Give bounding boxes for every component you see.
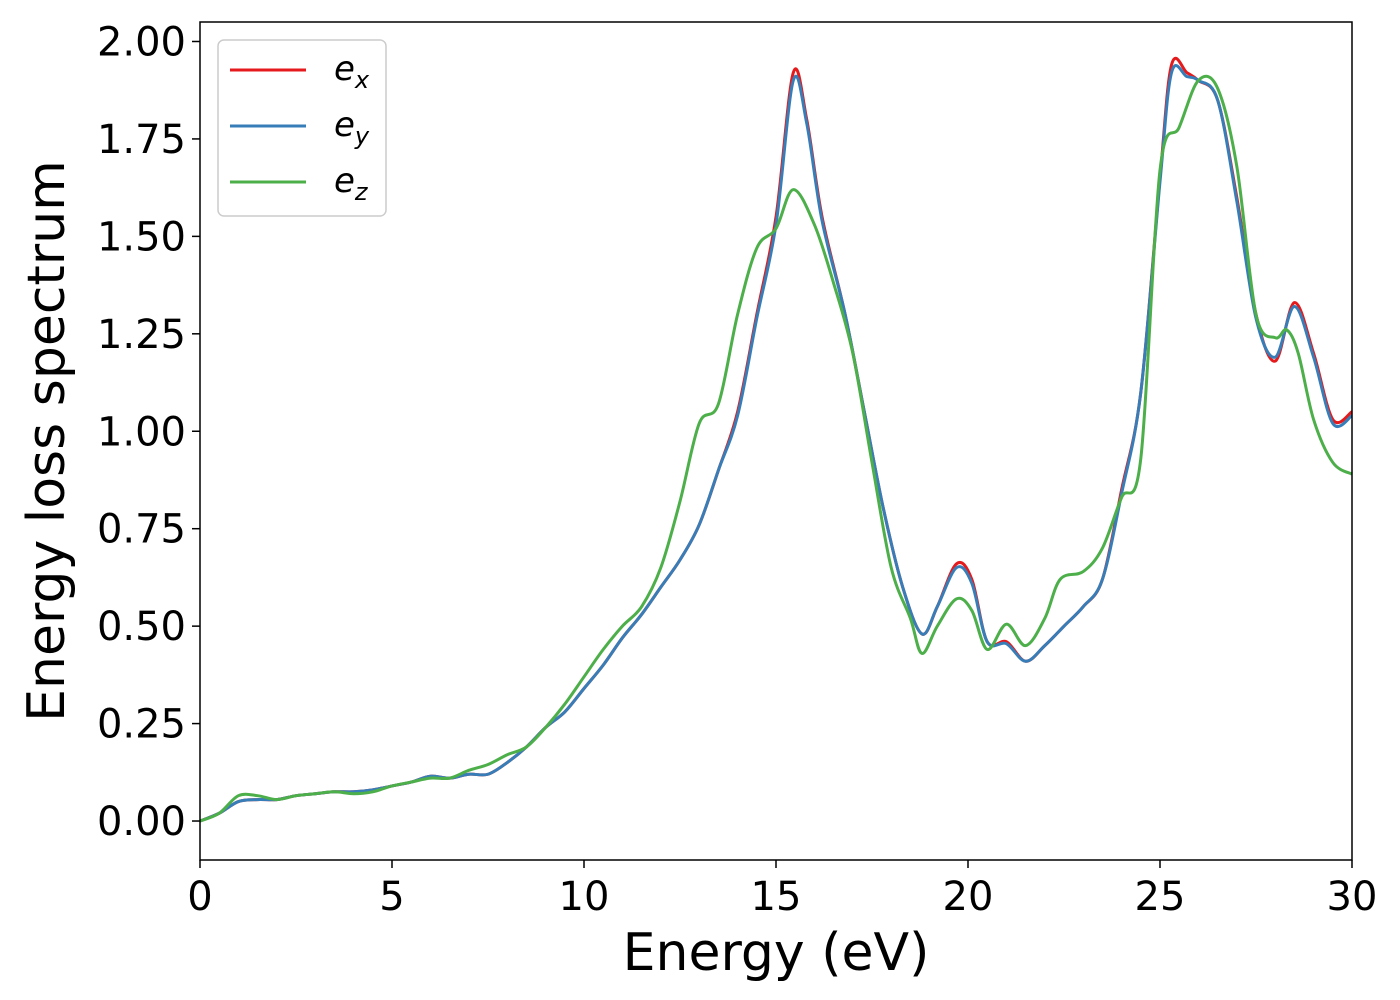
y-tick-label: 2.00	[97, 19, 186, 65]
series-layer	[199, 56, 1353, 823]
x-tick-label: 20	[943, 874, 994, 920]
x-tick-label: 30	[1327, 874, 1378, 920]
x-tick-label: 0	[187, 874, 212, 920]
x-axis-ticks: 0 5 10 15 20 25 30	[187, 860, 1377, 920]
y-tick-label: 0.50	[97, 604, 186, 650]
y-tick-label: 0.75	[97, 507, 186, 553]
legend-label-ey: ey	[334, 105, 370, 150]
x-tick-label: 10	[559, 874, 610, 920]
y-tick-label: 1.75	[97, 117, 186, 163]
x-tick-label: 5	[379, 874, 404, 920]
x-tick-label: 25	[1135, 874, 1186, 920]
y-axis-label: Energy loss spectrum	[17, 160, 77, 722]
series-line-ez	[199, 74, 1353, 823]
y-tick-label: 0.25	[97, 702, 186, 748]
y-tick-label: 1.25	[97, 312, 186, 358]
legend-box	[217, 39, 387, 217]
y-tick-label: 1.50	[97, 214, 186, 260]
x-tick-label: 15	[751, 874, 802, 920]
y-tick-label: 1.00	[97, 409, 186, 455]
x-axis-label: Energy (eV)	[623, 923, 930, 983]
y-tick-label: 0.00	[97, 799, 186, 845]
y-axis-ticks: 0.00 0.25 0.50 0.75 1.00 1.25 1.50 1.75 2.00	[97, 19, 200, 845]
